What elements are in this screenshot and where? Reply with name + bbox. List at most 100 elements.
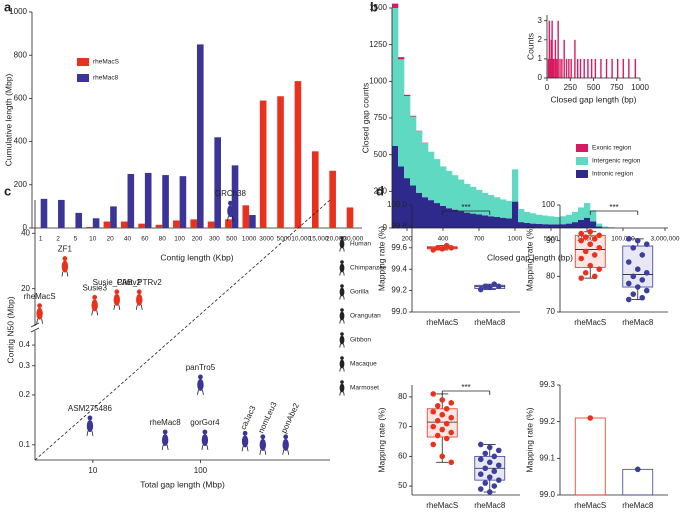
legend-label: Exonic region: [592, 145, 632, 152]
y-tick-label: 99.0: [539, 490, 555, 499]
bar-segment: [452, 209, 459, 228]
y-tick-label: 99.0: [391, 307, 407, 316]
point-leg: [232, 216, 234, 222]
point-leg: [264, 449, 267, 455]
point-leg: [96, 310, 99, 316]
bar-segment: [572, 222, 579, 228]
diagonal: [34, 199, 331, 461]
bar: [197, 44, 204, 229]
y-tick-label: 3: [538, 16, 543, 25]
bar: [86, 226, 93, 228]
y-axis-label: Contig N50 (Mbp): [5, 296, 15, 363]
y-tick-label: 90: [546, 236, 555, 245]
bar-segment: [584, 203, 591, 218]
bar: [207, 221, 215, 228]
y-tick-label: 99.8: [391, 222, 407, 231]
bar: [311, 151, 319, 228]
data-point: [639, 252, 646, 258]
axis-break: [30, 322, 40, 328]
y-axis-label: Mapping rate (%): [376, 407, 386, 472]
data-point: [491, 453, 498, 460]
y-axis-label: Mapping rate (%): [524, 407, 534, 472]
data-point: [482, 480, 489, 486]
legend-icon-leg: [343, 391, 345, 396]
data-point: [578, 230, 585, 237]
bar-segment: [434, 203, 441, 228]
bar-segment: [434, 159, 441, 204]
point-leg: [41, 318, 43, 324]
bar: [103, 221, 111, 228]
data-point: [434, 432, 441, 439]
data-point: [630, 273, 637, 280]
data-point: [634, 466, 641, 473]
y-tick-label: 500: [374, 150, 388, 159]
point: [282, 438, 289, 451]
bar-segment: [542, 215, 549, 225]
bar-segment: [476, 189, 483, 215]
data-point: [443, 242, 450, 249]
inset-x-tick-label: 0: [545, 83, 550, 92]
bar: [346, 207, 354, 228]
panel-label: b: [370, 0, 378, 14]
inset-x-tick-label: 750: [610, 83, 624, 92]
bar-segment: [458, 179, 465, 212]
data-point: [578, 275, 585, 281]
y-tick-label: 0.4: [19, 340, 31, 349]
bar-segment: [398, 57, 405, 60]
data-point: [630, 245, 637, 251]
bar: [329, 170, 336, 228]
panel-label: c: [4, 183, 11, 198]
bar-segment: [404, 96, 411, 179]
y-axis-label: Cumulative length (Mbp): [3, 74, 13, 167]
y-tick-label: 1000: [9, 7, 27, 16]
point-leg: [287, 449, 290, 455]
point-label: ponAbe2: [279, 401, 301, 434]
data-point: [482, 283, 489, 290]
inset-bar: [553, 58, 555, 78]
point-leg: [66, 271, 69, 277]
bar-segment: [530, 223, 537, 228]
y-tick-label: 99.2: [539, 417, 555, 426]
legend-icon-head: [340, 284, 344, 288]
data-point: [491, 281, 498, 287]
legend-icon-leg: [339, 271, 341, 276]
bar-segment: [470, 213, 477, 228]
bar: [231, 165, 239, 228]
bar-segment: [494, 217, 501, 228]
bar-segment: [554, 224, 561, 228]
y-tick-label: 1: [538, 54, 543, 63]
bar-segment: [512, 201, 519, 228]
y-tick-label: 0: [538, 73, 543, 82]
legend-icon-leg: [343, 367, 345, 372]
data-point: [486, 444, 493, 451]
point-leg: [61, 271, 64, 277]
bar: [40, 198, 48, 228]
point-head: [198, 374, 203, 380]
bar: [225, 219, 232, 228]
point-leg: [118, 304, 121, 310]
data-point: [448, 245, 455, 251]
bar-segment: [452, 175, 459, 210]
bar: [58, 199, 65, 228]
bar: [127, 174, 135, 228]
point-head: [260, 434, 266, 440]
y-tick-label: 70: [546, 307, 555, 316]
x-tick-label: 15,000: [309, 236, 329, 243]
data-point: [587, 415, 594, 421]
legend-label: Human: [350, 241, 371, 248]
bar: [190, 219, 197, 228]
point-leg: [91, 310, 94, 316]
x-axis-label: Contig length (Kbp): [160, 252, 233, 262]
point-leg: [113, 304, 116, 310]
y-tick-label: 100.0: [387, 200, 408, 209]
bar-segment: [494, 197, 501, 217]
data-point: [448, 400, 455, 406]
x-tick-label: rheMacS: [426, 501, 458, 510]
point: [113, 293, 121, 306]
panel-label: d: [376, 183, 384, 198]
legend-label: Gorilla: [350, 289, 369, 296]
inset-bar: [570, 58, 572, 78]
data-point: [439, 426, 446, 433]
data-point: [477, 471, 484, 477]
point-leg: [135, 304, 138, 310]
